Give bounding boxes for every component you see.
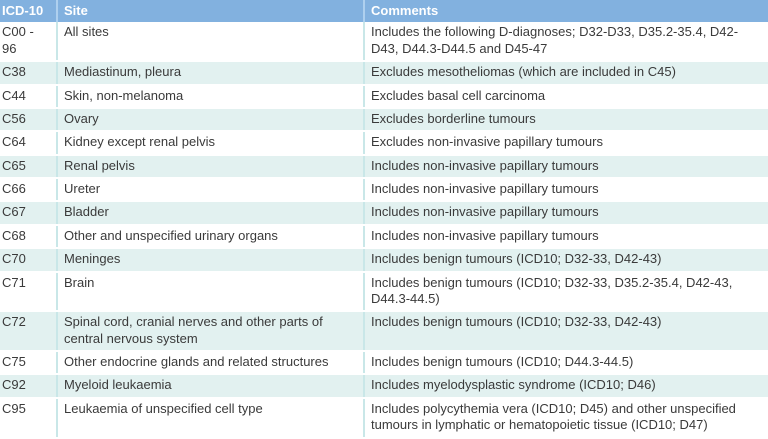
- cell-comments: Includes benign tumours (ICD10; D32-33, …: [363, 311, 768, 352]
- table-row: C38 Mediastinum, pleura Excludes mesotheli…: [0, 61, 768, 86]
- table-header: ICD-10 Site Comments: [0, 0, 768, 23]
- table-row: C66 Ureter Includes non-invasive papillary…: [0, 178, 768, 203]
- cell-comments: Excludes non-invasive papillary tumours: [363, 131, 768, 156]
- cell-comments: Excludes borderline tumours: [363, 107, 768, 133]
- cell-icd: C65: [0, 154, 57, 180]
- column-header-site: Site: [56, 0, 364, 23]
- cell-icd: C75: [0, 351, 57, 376]
- table-row: C67 Bladder Includes non-invasive papillar…: [0, 201, 768, 226]
- header-row: ICD-10 Site Comments: [0, 0, 768, 23]
- cell-comments: Includes benign tumours (ICD10; D32-33, …: [363, 271, 768, 313]
- cell-site: Brain: [56, 271, 364, 313]
- table-row: C64 Kidney except renal pelvis Excludes no…: [0, 131, 768, 156]
- cell-comments: Includes non-invasive papillary tumours: [363, 201, 768, 226]
- cell-icd: C71: [0, 271, 57, 313]
- cell-comments: Includes polycythemia vera (ICD10; D45) …: [363, 397, 768, 439]
- table-row: C75 Other endocrine glands and related st…: [0, 351, 768, 376]
- table-row: C72 Spinal cord, cranial nerves and other…: [0, 311, 768, 352]
- cell-site: Other endocrine glands and related struc…: [56, 351, 364, 376]
- cell-site: Myeloid leukaemia: [56, 374, 364, 399]
- cell-site: Leukaemia of unspecified cell type: [56, 397, 364, 439]
- cell-site: Ovary: [56, 107, 364, 133]
- cell-site: Kidney except renal pelvis: [56, 131, 364, 156]
- cell-icd: C68: [0, 224, 57, 250]
- cell-comments: Excludes basal cell carcinoma: [363, 84, 768, 109]
- table-row: C95 Leukaemia of unspecified cell type Inc…: [0, 397, 768, 439]
- table-row: C70 Meninges Includes benign tumours (ICD1…: [0, 248, 768, 273]
- cell-site: Bladder: [56, 201, 364, 226]
- column-header-icd10: ICD-10: [0, 0, 57, 23]
- cell-icd: C38: [0, 61, 57, 86]
- cell-icd: C67: [0, 201, 57, 226]
- cell-icd: C56: [0, 107, 57, 133]
- cell-comments: Includes benign tumours (ICD10; D32-33, …: [363, 248, 768, 273]
- table-row: C65 Renal pelvis Includes non-invasive pap…: [0, 154, 768, 180]
- cell-icd: C70: [0, 248, 57, 273]
- cell-icd: C92: [0, 374, 57, 399]
- table-row: C68 Other and unspecified urinary organs I…: [0, 224, 768, 250]
- cell-icd: C95: [0, 397, 57, 439]
- cell-icd: C00 - 96: [0, 22, 57, 63]
- table-row: C56 Ovary Excludes borderline tumours: [0, 107, 768, 133]
- cell-site: Ureter: [56, 178, 364, 203]
- cell-site: Renal pelvis: [56, 154, 364, 180]
- cell-site: Skin, non-melanoma: [56, 84, 364, 109]
- cell-comments: Includes the following D-diagnoses; D32-…: [363, 22, 768, 63]
- cell-comments: Excludes mesotheliomas (which are includ…: [363, 61, 768, 86]
- cell-icd: C64: [0, 131, 57, 156]
- cell-comments: Includes non-invasive papillary tumours: [363, 178, 768, 203]
- cell-icd: C66: [0, 178, 57, 203]
- cell-site: Meninges: [56, 248, 364, 273]
- cell-comments: Includes non-invasive papillary tumours: [363, 154, 768, 180]
- cell-site: Spinal cord, cranial nerves and other pa…: [56, 311, 364, 352]
- cell-comments: Includes myelodysplastic syndrome (ICD10…: [363, 374, 768, 399]
- cell-site: Other and unspecified urinary organs: [56, 224, 364, 250]
- table-row: C44 Skin, non-melanoma Excludes basal cell…: [0, 84, 768, 109]
- cell-site: All sites: [56, 22, 364, 63]
- table-row: C00 - 96 All sites Includes the following …: [0, 22, 768, 63]
- table-row: C71 Brain Includes benign tumours (ICD10; …: [0, 271, 768, 313]
- cell-icd: C72: [0, 311, 57, 352]
- table-body: C00 - 96 All sites Includes the following …: [0, 22, 768, 439]
- cell-comments: Includes non-invasive papillary tumours: [363, 224, 768, 250]
- cell-comments: Includes benign tumours (ICD10; D44.3-44…: [363, 351, 768, 376]
- cell-site: Mediastinum, pleura: [56, 61, 364, 86]
- table-row: C92 Myeloid leukaemia Includes myelodyspla…: [0, 374, 768, 399]
- column-header-comments: Comments: [363, 0, 768, 23]
- cell-icd: C44: [0, 84, 57, 109]
